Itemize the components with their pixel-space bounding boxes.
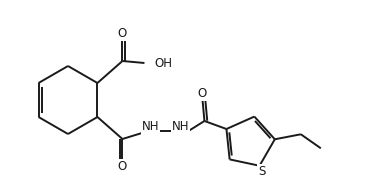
Text: NH: NH bbox=[172, 121, 189, 134]
Text: O: O bbox=[118, 26, 127, 39]
Text: NH: NH bbox=[142, 121, 159, 134]
Text: O: O bbox=[118, 161, 127, 174]
Text: S: S bbox=[258, 165, 265, 178]
Text: O: O bbox=[198, 86, 207, 100]
Text: OH: OH bbox=[155, 57, 172, 70]
